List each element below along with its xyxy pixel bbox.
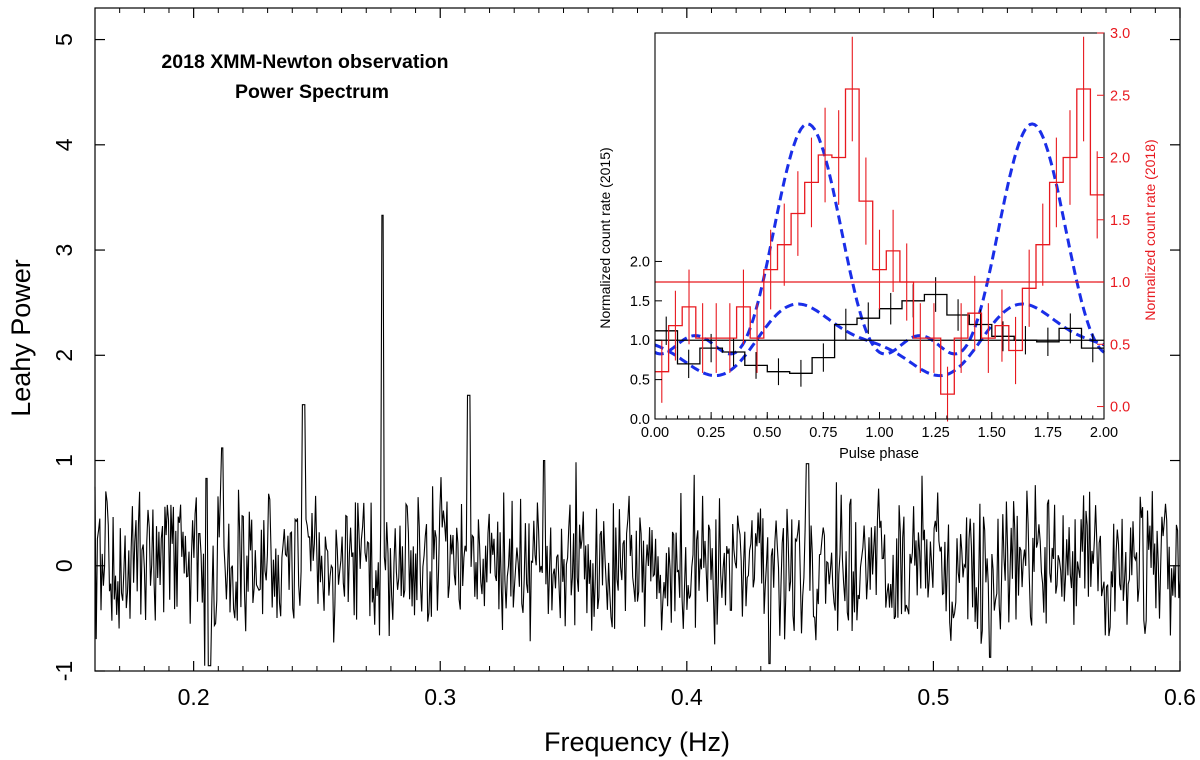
inset-right-y-tick-label: 2.0 [1110, 151, 1130, 167]
inset-background [655, 33, 1104, 419]
main-x-tick-label: 0.3 [424, 684, 456, 710]
main-y-tick-label: 1 [51, 454, 77, 467]
main-x-tick-label: 0.2 [178, 684, 210, 710]
inset-x-tick-label: 0.50 [753, 425, 781, 441]
inset-right-y-tick-label: 3.0 [1110, 26, 1130, 42]
inset-x-tick-label: 0.00 [641, 425, 669, 441]
inset-right-y-tick-label: 1.0 [1110, 275, 1130, 291]
main-x-tick-label: 0.4 [671, 684, 703, 710]
main-x-tick-label: 0.5 [917, 684, 949, 710]
inset-left-y-tick-label: 1.5 [630, 294, 650, 310]
main-y-tick-label: 4 [51, 138, 77, 151]
main-y-tick-label: 0 [51, 559, 77, 572]
inset-right-y-axis-label: Normalized count rate (2018) [1142, 139, 1158, 320]
inset-x-axis-label: Pulse phase [839, 446, 919, 462]
inset-histograms [655, 36, 1104, 422]
inset-x-tick-label: 1.00 [865, 425, 893, 441]
inset-left-y-tick-label: 1.0 [630, 333, 650, 349]
main-x-tick-label: 0.6 [1164, 684, 1196, 710]
inset-left-y-ticks: 0.0 0.5 1.0 1.5 2.0 [630, 254, 662, 428]
inset-x-tick-label: 1.25 [922, 425, 950, 441]
inset-x-tick-label: 0.75 [809, 425, 837, 441]
main-title: 2018 XMM-Newton observation [161, 51, 448, 73]
main-y-tick-label: 5 [51, 33, 77, 46]
inset-chart: 0.00 0.25 0.50 0.75 1.00 1.25 1.50 1.75 2.00 0.0… [597, 26, 1158, 462]
inset-right-y-tick-label: 0.5 [1110, 337, 1130, 353]
inset-x-tick-label: 1.50 [978, 425, 1006, 441]
main-chart: 0.2 0.3 0.4 0.5 0.6 -1 0 1 2 3 4 5 2018 XMM-Newton… [6, 7, 1196, 757]
main-y-tick-label: 3 [51, 244, 77, 257]
main-x-axis-label: Frequency (Hz) [544, 727, 730, 757]
inset-left-y-tick-label: 0.0 [630, 412, 650, 428]
inset-right-y-tick-label: 1.5 [1110, 213, 1130, 229]
power-spectrum-line [94, 214, 1181, 667]
main-x-ticks: 0.2 0.3 0.4 0.5 0.6 [119, 8, 1196, 710]
profile-2018-histogram [655, 88, 1104, 395]
inset-left-y-tick-label: 0.5 [630, 373, 650, 389]
main-y-axis-label: Leahy Power [6, 259, 36, 417]
inset-x-tick-label: 0.25 [697, 425, 725, 441]
main-y-tick-label: -1 [51, 661, 77, 681]
main-subtitle: Power Spectrum [235, 81, 389, 103]
inset-x-tick-label: 2.00 [1090, 425, 1118, 441]
inset-right-y-tick-label: 2.5 [1110, 88, 1130, 104]
inset-left-y-tick-label: 2.0 [630, 254, 650, 270]
main-y-ticks: -1 0 1 2 3 4 5 [51, 33, 1180, 681]
main-y-tick-label: 2 [51, 349, 77, 362]
inset-right-y-ticks: 0.0 0.5 1.0 1.5 2.0 2.5 3.0 [1097, 26, 1130, 416]
inset-right-y-tick-label: 0.0 [1110, 400, 1130, 416]
inset-x-tick-label: 1.75 [1034, 425, 1062, 441]
inset-left-y-axis-label: Normalized count rate (2015) [597, 147, 613, 328]
inset-x-ticks: 0.00 0.25 0.50 0.75 1.00 1.25 1.50 1.75 2.00 [641, 412, 1118, 441]
